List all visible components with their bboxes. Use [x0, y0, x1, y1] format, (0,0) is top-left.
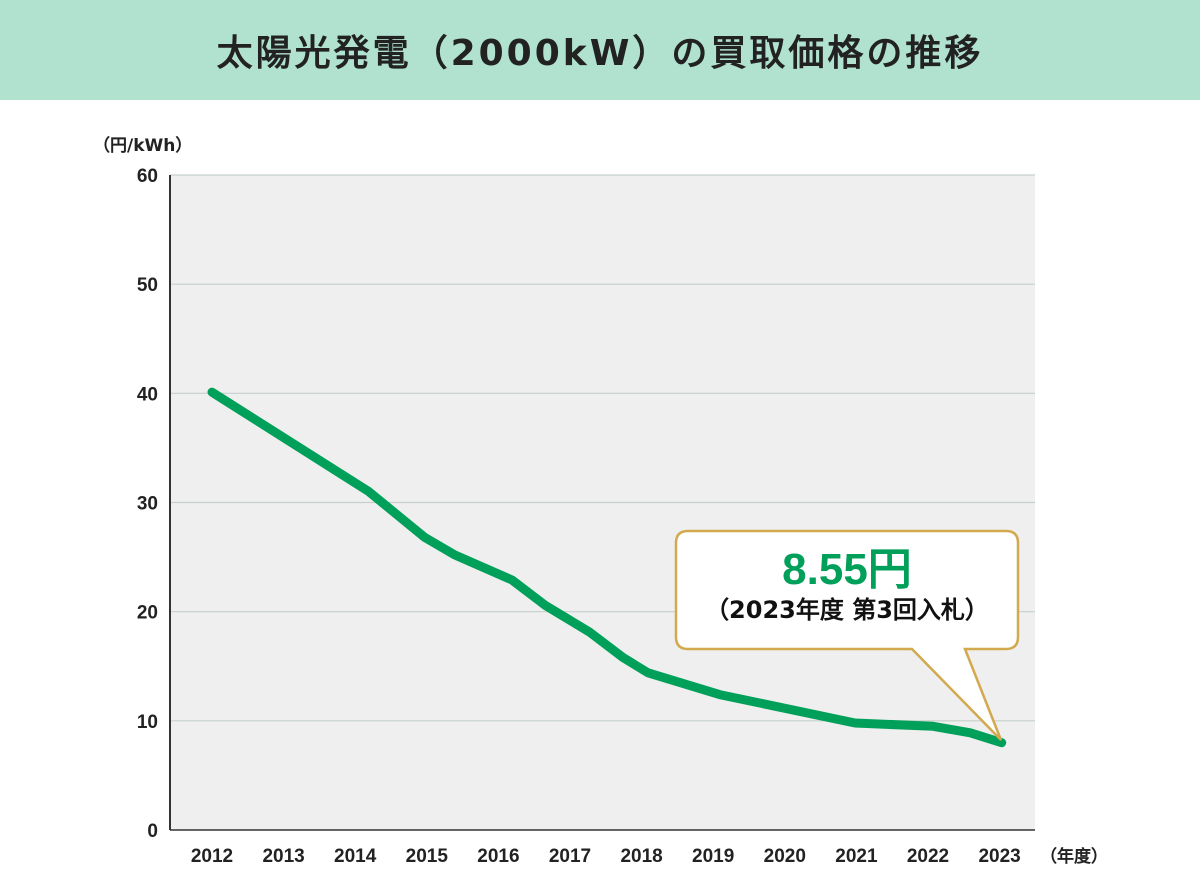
y-tick-label: 30	[137, 494, 158, 515]
x-tick-label: 2014	[334, 846, 377, 867]
chart-title: 太陽光発電（2000kW）の買取価格の推移	[216, 33, 984, 74]
x-tick-label: 2021	[835, 846, 878, 867]
title-bar: 太陽光発電（2000kW）の買取価格の推移	[0, 0, 1200, 100]
callout-note: （2023年度 第3回入札）	[705, 596, 989, 624]
callout-value: 8.55円	[782, 545, 912, 594]
series-line	[207, 387, 1007, 748]
y-tick-label: 20	[137, 603, 158, 624]
x-tick-label: 2022	[907, 846, 949, 867]
x-tick-label: 2020	[764, 846, 806, 867]
x-tick-label: 2017	[549, 846, 591, 867]
y-tick-label: 0	[147, 821, 158, 842]
callout-bubble	[674, 529, 1020, 741]
x-tick-label: 2016	[477, 846, 519, 867]
x-tick-label: 2023	[978, 846, 1020, 867]
x-tick-label: 2012	[191, 846, 233, 867]
y-tick-label: 60	[137, 166, 158, 187]
x-tick-label: 2019	[692, 846, 734, 867]
x-tick-label: 2015	[406, 846, 449, 867]
x-tick-label: 2018	[620, 846, 662, 867]
x-axis-label: （年度）	[1040, 846, 1108, 867]
y-tick-label: 40	[137, 384, 158, 405]
y-axis-label: （円/kWh）	[93, 135, 192, 156]
callout: 8.55円 （2023年度 第3回入札）	[676, 531, 1018, 649]
y-tick-label: 50	[137, 275, 158, 296]
x-tick-label: 2013	[262, 846, 304, 867]
y-tick-label: 10	[137, 712, 158, 733]
